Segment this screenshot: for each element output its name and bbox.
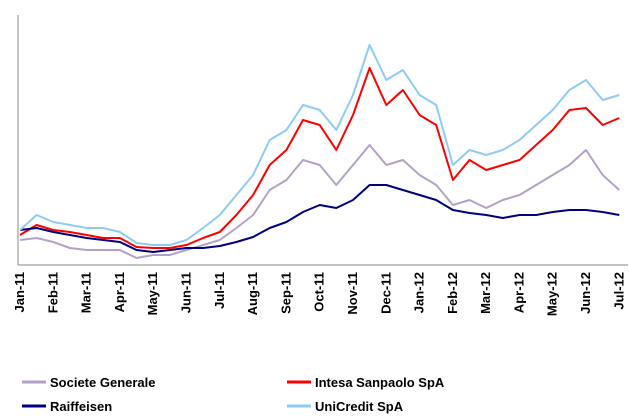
- x-tick-label: Feb-11: [45, 272, 60, 313]
- x-tick-label: Apr-12: [511, 272, 526, 313]
- x-tick-label: Mar-11: [79, 272, 94, 313]
- x-tick-label: Jun-12: [578, 272, 593, 314]
- legend-label: UniCredit SpA: [315, 399, 404, 414]
- x-tick-label: Jan-11: [12, 272, 27, 312]
- series-line: [19, 67, 620, 249]
- x-tick-label: Oct-11: [312, 272, 327, 312]
- x-tick-label: Jul-11: [212, 272, 227, 309]
- series-line: [19, 44, 620, 246]
- series-line: [19, 184, 620, 253]
- legend-label: Societe Generale: [50, 375, 156, 390]
- x-tick-label: May-12: [545, 272, 560, 316]
- x-tick-label: Nov-11: [345, 272, 360, 315]
- x-tick-label: May-11: [145, 272, 160, 315]
- x-tick-label: Dec-11: [378, 272, 393, 314]
- x-tick-label: Aug-11: [245, 272, 260, 315]
- legend-label: Raiffeisen: [50, 399, 112, 414]
- x-tick-label: Jun-11: [178, 272, 193, 313]
- x-tick-label: Feb-12: [445, 272, 460, 314]
- x-tick-label: Apr-11: [112, 272, 127, 312]
- x-tick-label: Sep-11: [278, 272, 293, 314]
- series-line: [19, 144, 620, 259]
- x-tick-label: Mar-12: [478, 272, 493, 314]
- x-tick-label: Jan-12: [412, 272, 427, 313]
- legend-label: Intesa Sanpaolo SpA: [315, 375, 445, 390]
- x-tick-label: Jul-12: [611, 272, 626, 310]
